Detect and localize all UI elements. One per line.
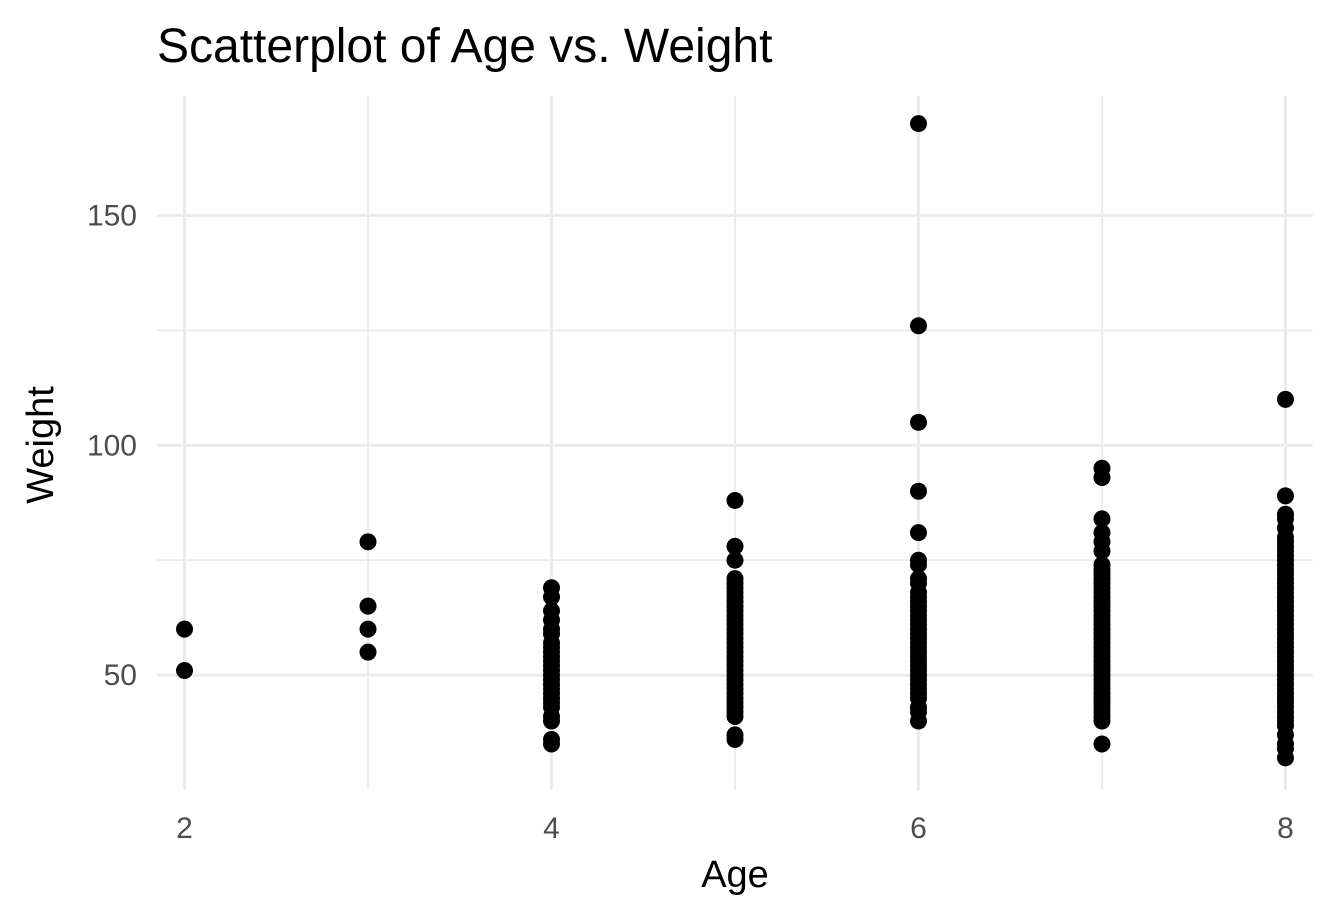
data-point: [1276, 390, 1294, 408]
points-layer: [176, 115, 1294, 767]
data-point: [909, 115, 927, 133]
data-point: [726, 707, 744, 725]
data-point: [359, 597, 377, 615]
x-tick-label: 2: [176, 812, 193, 845]
data-point: [1093, 735, 1111, 753]
x-tick-label: 8: [1277, 812, 1294, 845]
data-point: [726, 730, 744, 748]
data-point: [176, 662, 194, 680]
data-point: [543, 588, 561, 606]
data-point: [543, 712, 561, 730]
data-point: [909, 317, 927, 335]
data-point: [726, 491, 744, 509]
x-tick-label: 4: [543, 812, 560, 845]
data-point: [1276, 749, 1294, 767]
y-axis-title: Weight: [20, 386, 62, 504]
data-point: [909, 413, 927, 431]
data-point: [909, 556, 927, 574]
y-tick-label: 50: [104, 659, 137, 692]
data-point: [1093, 510, 1111, 528]
data-point: [1093, 468, 1111, 486]
x-tick-labels: 2 4 6 8: [176, 812, 1294, 845]
data-point: [909, 482, 927, 500]
data-point: [359, 620, 377, 638]
y-tick-label: 150: [87, 199, 137, 232]
data-point: [1093, 542, 1111, 560]
data-point: [359, 533, 377, 551]
data-point: [909, 524, 927, 542]
x-axis-title: Age: [701, 854, 769, 896]
data-point: [359, 643, 377, 661]
data-point: [1276, 487, 1294, 505]
data-point: [176, 620, 194, 638]
data-point: [1093, 712, 1111, 730]
y-tick-labels: 50 100 150: [87, 199, 137, 692]
chart-title: Scatterplot of Age vs. Weight: [157, 20, 772, 73]
data-point: [543, 735, 561, 753]
data-point: [726, 551, 744, 569]
data-point: [726, 537, 744, 555]
data-point: [909, 712, 927, 730]
x-tick-label: 6: [910, 812, 927, 845]
y-tick-label: 100: [87, 429, 137, 462]
